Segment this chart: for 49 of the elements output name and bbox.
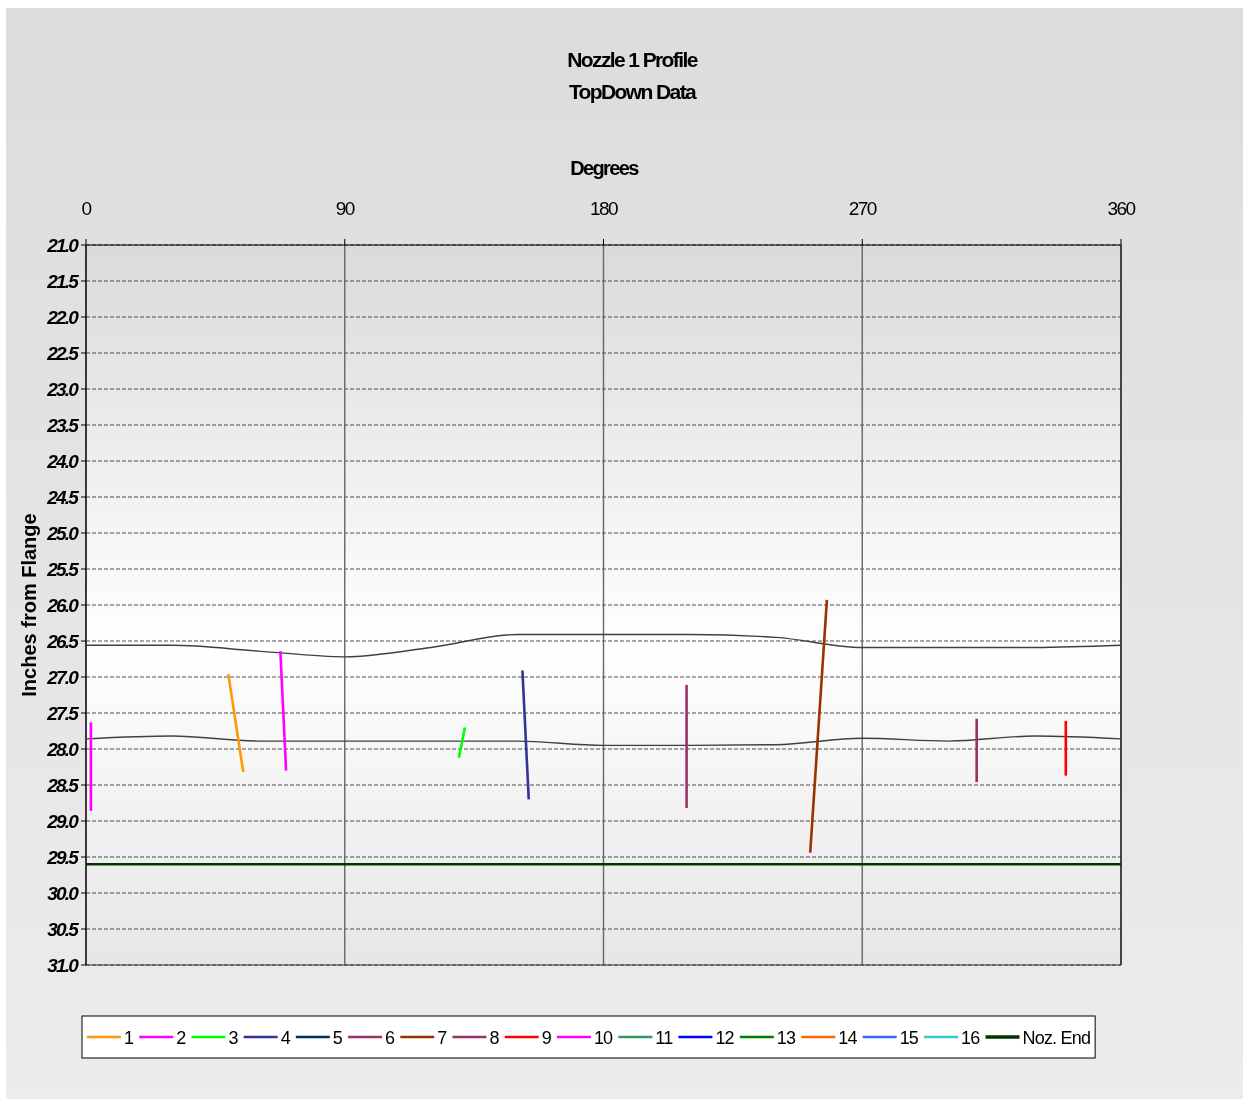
legend-label: 14 xyxy=(838,1028,858,1048)
legend-label: 11 xyxy=(655,1028,674,1048)
legend-label: 8 xyxy=(489,1028,500,1048)
y-tick-label: 28.5 xyxy=(46,775,80,796)
y-tick-label: 29.0 xyxy=(46,811,80,832)
y-tick-label: 29.5 xyxy=(46,847,80,868)
x-axis-title: Degrees xyxy=(570,157,640,179)
x-tick-label: 360 xyxy=(1107,198,1136,219)
legend-label: 13 xyxy=(776,1028,797,1048)
y-tick-label: 23.5 xyxy=(46,415,80,436)
legend-label: 4 xyxy=(280,1028,291,1048)
y-tick-label: 21.5 xyxy=(46,271,80,292)
y-tick-label: 21.0 xyxy=(46,235,80,256)
y-tick-label: 30.0 xyxy=(47,883,80,904)
line-series xyxy=(85,633,1122,658)
chart-subtitle: TopDown Data xyxy=(568,80,698,103)
y-axis-title: Inches from Flange xyxy=(18,513,40,697)
y-tick-label: 28.0 xyxy=(46,739,80,760)
legend-label: 7 xyxy=(437,1028,448,1048)
line-series xyxy=(85,735,1122,747)
y-tick-label: 25.0 xyxy=(46,523,80,544)
x-tick-label: 90 xyxy=(335,198,355,219)
legend-label: 15 xyxy=(899,1028,919,1048)
chart-title: Nozzle 1 Profile xyxy=(567,48,698,71)
y-tick-label: 23.0 xyxy=(46,379,80,400)
legend-label: 1 xyxy=(124,1028,134,1048)
y-tick-label: 27.5 xyxy=(46,703,80,724)
y-tick-label: 24.0 xyxy=(46,451,80,472)
y-tick-label: 24.5 xyxy=(46,487,80,508)
legend-label: 3 xyxy=(228,1028,239,1048)
y-tick-label: 31.0 xyxy=(47,955,80,976)
legend-label: 16 xyxy=(961,1028,981,1048)
legend-label: 12 xyxy=(715,1028,735,1048)
legend-label: Noz. End xyxy=(1022,1028,1091,1048)
y-tick-label: 30.5 xyxy=(47,919,80,940)
y-tick-label: 26.5 xyxy=(46,631,80,652)
y-tick-label: 26.0 xyxy=(46,595,80,616)
y-tick-label: 22.5 xyxy=(46,343,80,364)
x-tick-label: 180 xyxy=(590,198,618,219)
x-tick-label: 0 xyxy=(81,198,92,219)
legend-label: 2 xyxy=(176,1028,187,1048)
legend-label: 10 xyxy=(593,1028,614,1048)
x-tick-label: 270 xyxy=(848,198,877,219)
y-tick-label: 25.5 xyxy=(46,559,80,580)
legend-label: 5 xyxy=(332,1028,343,1048)
y-tick-label: 27.0 xyxy=(46,667,80,688)
legend-label: 9 xyxy=(541,1028,552,1048)
y-tick-label: 22.0 xyxy=(46,307,80,328)
legend-label: 6 xyxy=(385,1028,396,1048)
